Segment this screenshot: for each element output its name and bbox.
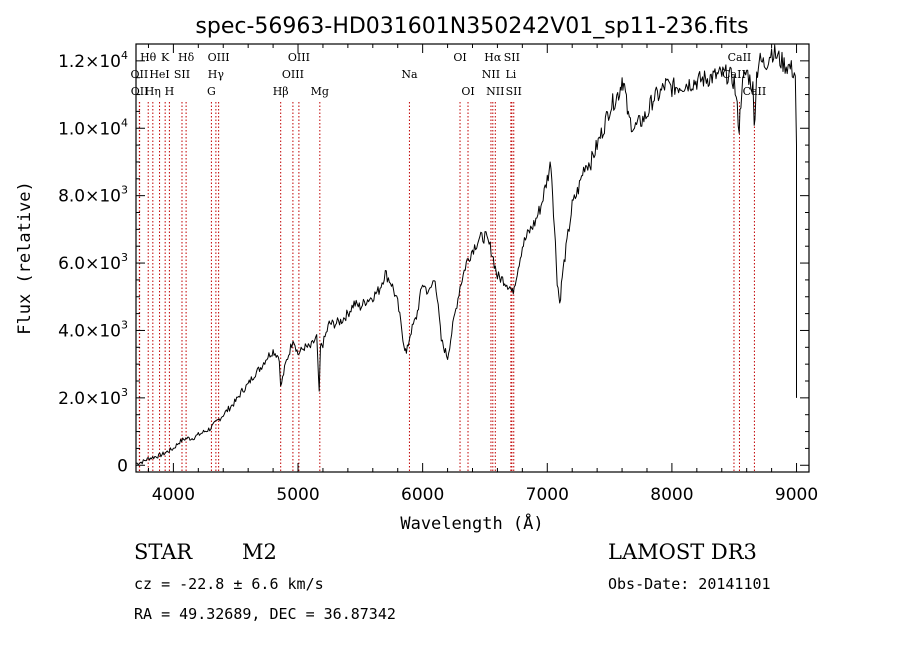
line-marker-label-26: CaII	[728, 51, 752, 64]
line-marker-label-7: SII	[174, 68, 190, 81]
line-marker-label-11: Hγ	[208, 68, 225, 81]
plot-frame	[135, 43, 810, 473]
redshift-readout: cz = -22.8 ± 6.6 km/s	[134, 575, 324, 593]
line-marker-label-24: SII	[506, 85, 522, 98]
y-tick-label-5: 1.0×104	[58, 116, 128, 139]
line-marker-label-5: K	[161, 51, 170, 64]
x-tick-label-1: 5000	[276, 485, 319, 505]
spectrum-series	[135, 44, 797, 466]
line-marker-label-22: SII	[504, 51, 520, 64]
x-tick-labels: 4000 5000 6000 7000 8000 9000	[152, 485, 818, 505]
axis-ticks	[136, 44, 809, 472]
x-tick-label-0: 4000	[152, 485, 195, 505]
line-marker-label-13: OIII	[282, 68, 304, 81]
y-tick-label-6: 1.2×104	[58, 49, 128, 72]
x-tick-label-3: 7000	[526, 485, 569, 505]
line-marker-label-6: H	[165, 85, 175, 98]
line-marker-label-20: Hα	[484, 51, 502, 64]
x-tick-label-2: 6000	[401, 485, 444, 505]
y-tick-label-0: 0	[117, 456, 128, 476]
x-tick-label-4: 8000	[650, 485, 693, 505]
line-marker-label-27: CaII	[743, 85, 767, 98]
x-axis-label: Wavelength (Å)	[400, 512, 543, 534]
line-marker-label-16: Na	[401, 68, 418, 81]
line-marker-label-21: NII	[486, 85, 504, 98]
chart-title: spec-56963-HD031601N350242V01_sp11-236.f…	[195, 14, 748, 39]
line-marker-label-18: OI	[461, 85, 474, 98]
object-type: STAR	[134, 540, 193, 564]
y-tick-label-3: 6.0×103	[58, 251, 128, 274]
line-marker-label-0: Hθ	[140, 51, 157, 64]
y-tick-label-4: 8.0×103	[58, 184, 128, 207]
line-marker-label-1: OII	[131, 68, 149, 81]
emission-line-markers: HθOIIOIIHηHeIKHSIIHδGOIIIHγHβOIIIOIIIMgN…	[131, 51, 767, 472]
line-marker-label-17: OI	[453, 51, 466, 64]
line-marker-label-10: OIII	[208, 51, 230, 64]
spectrum-line-0	[135, 44, 797, 466]
line-marker-label-2: OII	[131, 85, 149, 98]
line-marker-label-19: NII	[482, 68, 500, 81]
line-marker-label-3: Hη	[145, 85, 161, 98]
line-marker-label-4: HeI	[149, 68, 169, 81]
line-marker-label-9: G	[207, 85, 216, 98]
obs-date: Obs-Date: 20141101	[608, 575, 771, 593]
y-tick-label-2: 4.0×103	[58, 318, 128, 341]
coordinates: RA = 49.32689, DEC = 36.87342	[134, 605, 396, 623]
line-marker-label-23: Li	[505, 68, 516, 81]
line-marker-label-15: Mg	[311, 85, 329, 98]
y-axis-label: Flux (relative)	[15, 181, 35, 335]
x-tick-label-5: 9000	[775, 485, 818, 505]
line-marker-label-8: Hδ	[178, 51, 195, 64]
line-marker-label-14: OIII	[288, 51, 310, 64]
line-marker-label-12: Hβ	[273, 85, 289, 98]
y-tick-labels: 0 2.0×103 4.0×103 6.0×103 8.0×103 1.0×104 1.2×…	[58, 49, 128, 476]
y-tick-label-1: 2.0×103	[58, 386, 128, 409]
survey-name: LAMOST DR3	[608, 540, 757, 564]
subclass: M2	[242, 540, 277, 564]
